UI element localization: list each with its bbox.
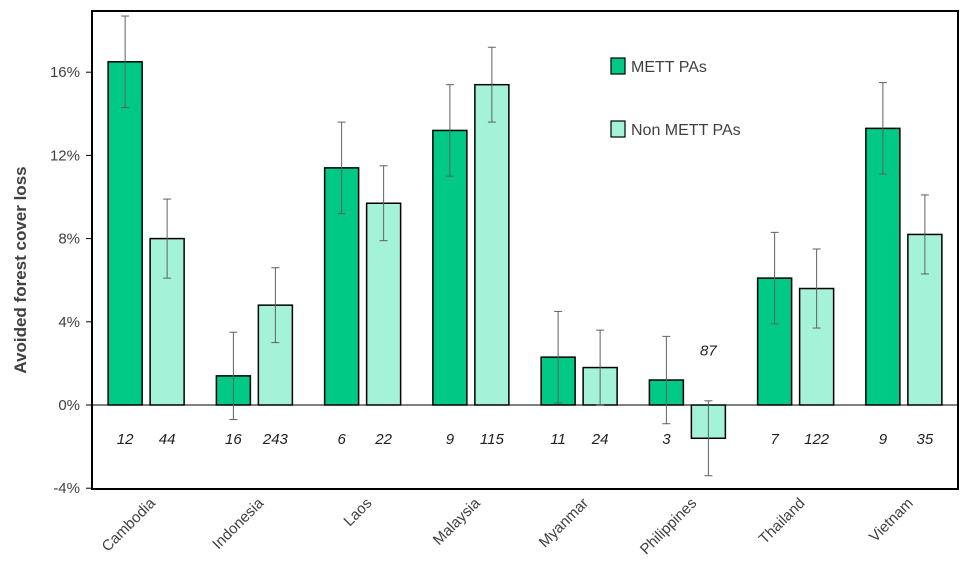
legend-swatch bbox=[610, 120, 626, 138]
count-label: 115 bbox=[480, 431, 505, 448]
count-label: 35 bbox=[917, 431, 934, 448]
x-tick-label: Vietnam bbox=[866, 495, 917, 546]
count-label: 9 bbox=[879, 431, 888, 448]
y-axis-label: Avoided forest cover loss bbox=[11, 166, 30, 373]
x-tick-label: Thailand bbox=[756, 495, 809, 548]
count-label: 22 bbox=[374, 431, 392, 448]
y-axis-ticks: -4% 0% 4% 8% 12% 16% bbox=[50, 64, 92, 497]
error-bars bbox=[121, 15, 929, 477]
bar bbox=[474, 83, 510, 406]
count-label: 24 bbox=[591, 431, 609, 448]
count-label: 6 bbox=[337, 431, 346, 448]
legend-label: Non METT PAs bbox=[631, 122, 741, 139]
count-label: 9 bbox=[446, 431, 455, 448]
x-tick-label: Laos bbox=[340, 495, 375, 530]
x-tick-label: Cambodia bbox=[99, 494, 160, 555]
bar bbox=[432, 129, 468, 406]
x-axis-ticks: Cambodia Indonesia Laos Malaysia Myanmar Phil… bbox=[99, 494, 917, 558]
y-tick-label: 0% bbox=[58, 397, 80, 414]
x-tick-label: Indonesia bbox=[209, 494, 267, 552]
count-label: 3 bbox=[662, 431, 671, 448]
count-label: 122 bbox=[804, 431, 830, 448]
count-label: 44 bbox=[159, 431, 176, 448]
bar bbox=[107, 61, 143, 406]
y-tick-label: 8% bbox=[58, 231, 80, 248]
x-tick-label: Malaysia bbox=[430, 494, 484, 548]
count-label: 11 bbox=[550, 431, 566, 448]
y-tick-label: 4% bbox=[58, 314, 80, 331]
count-label: 16 bbox=[225, 431, 242, 448]
legend-label: METT PAs bbox=[631, 59, 707, 76]
x-tick-label: Myanmar bbox=[536, 495, 592, 551]
count-label: 243 bbox=[262, 431, 289, 448]
count-label: 87 bbox=[700, 343, 717, 360]
count-label: 7 bbox=[770, 431, 779, 448]
y-tick-label: -4% bbox=[53, 480, 80, 497]
legend-swatch bbox=[610, 57, 626, 75]
legend: METT PAs Non METT PAs bbox=[610, 57, 741, 139]
y-tick-label: 12% bbox=[50, 147, 80, 164]
y-tick-label: 16% bbox=[50, 64, 80, 81]
plot-frame bbox=[91, 10, 959, 490]
x-tick-label: Philippines bbox=[637, 495, 700, 558]
count-label: 12 bbox=[117, 431, 134, 448]
